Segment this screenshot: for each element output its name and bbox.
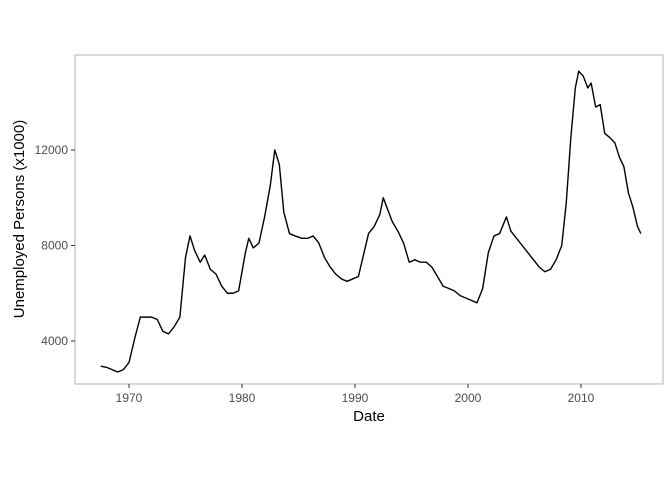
y-axis-label: Unemployed Persons (x1000) xyxy=(11,120,28,318)
x-tick-label: 1970 xyxy=(116,391,143,405)
data-line xyxy=(100,70,642,373)
x-tick-label: 2000 xyxy=(455,391,482,405)
y-tick-label: 4000 xyxy=(41,334,68,348)
x-tick-label: 1980 xyxy=(229,391,256,405)
x-axis-label: Date xyxy=(353,408,385,425)
x-tick-label: 1990 xyxy=(342,391,369,405)
y-tick-label: 12000 xyxy=(35,143,69,157)
y-tick-label: 8000 xyxy=(41,239,68,253)
panel-border xyxy=(74,54,664,385)
x-tick-label: 2010 xyxy=(568,391,595,405)
